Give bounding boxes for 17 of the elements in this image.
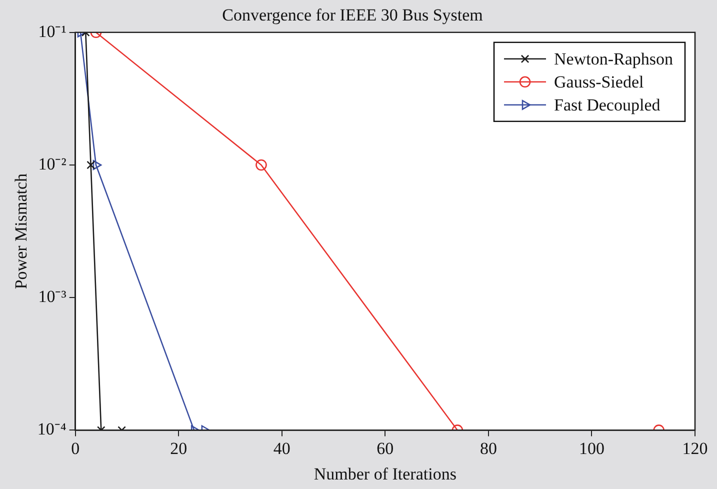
chart-title: Convergence for IEEE 30 Bus System (222, 6, 483, 25)
x-tick-label: 40 (273, 438, 290, 458)
x-tick-label: 0 (71, 438, 80, 458)
legend-label: Fast Decoupled (554, 95, 661, 114)
x-tick-label: 80 (480, 438, 497, 458)
y-tick-label: 10⁻⁴ (37, 420, 66, 439)
y-tick-label: 10⁻¹ (38, 22, 66, 41)
legend-label: Gauss-Siedel (554, 72, 644, 92)
y-axis-title: Power Mismatch (12, 172, 31, 290)
x-axis-title: Number of Iterations (314, 464, 456, 484)
x-tick-label: 120 (682, 438, 708, 458)
x-tick-label: 60 (376, 438, 394, 458)
x-tick-label: 100 (578, 438, 604, 458)
y-tick-label: 10⁻³ (38, 287, 66, 306)
x-tick-label: 20 (170, 438, 188, 458)
y-tick-label: 10⁻² (38, 154, 66, 174)
legend-label: Newton-Raphson (554, 49, 674, 68)
